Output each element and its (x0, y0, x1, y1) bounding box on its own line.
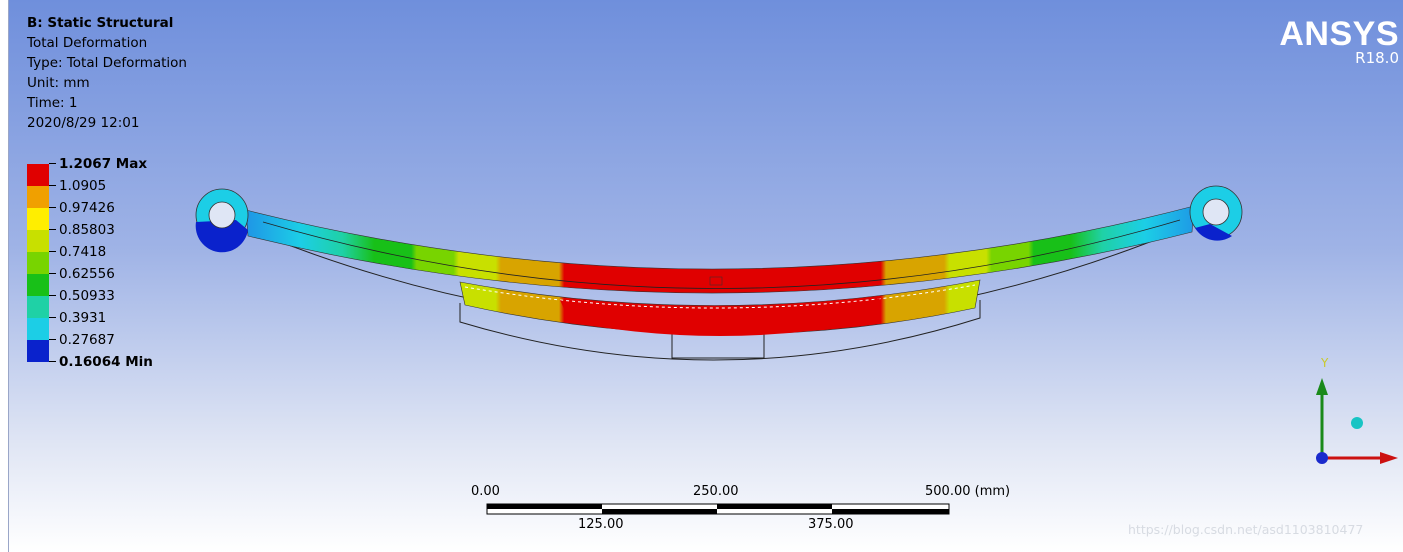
legend-value-label: 0.62556 (59, 266, 115, 282)
result-date: 2020/8/29 12:01 (27, 115, 140, 131)
legend-tick (49, 207, 56, 208)
legend-color-swatch (27, 208, 49, 230)
legend-color-swatch (27, 318, 49, 340)
scale-label-250: 250.00 (693, 484, 739, 499)
legend-tick (49, 273, 56, 274)
legend-value-label: 0.97426 (59, 200, 115, 216)
scale-label-375: 375.00 (808, 517, 854, 532)
ansys-logo: ANSYS R18.0 (1279, 15, 1399, 67)
result-time: Time: 1 (27, 95, 78, 111)
coordinate-triad (1316, 378, 1398, 464)
brand-version: R18.0 (1355, 49, 1399, 67)
legend-value-label: 0.7418 (59, 244, 107, 260)
legend-value-label: 0.3931 (59, 310, 107, 326)
legend-tick (49, 361, 56, 362)
legend-tick (49, 229, 56, 230)
viewport-left-border (0, 0, 9, 552)
legend-tick (49, 317, 56, 318)
result-type: Type: Total Deformation (27, 55, 187, 71)
scale-label-500: 500.00 (mm) (925, 484, 1011, 499)
legend-color-swatch (27, 296, 49, 318)
legend-tick (49, 185, 56, 186)
legend-color-swatch (27, 186, 49, 208)
triad-y-label: Y (1321, 356, 1329, 370)
legend-color-swatch (27, 230, 49, 252)
scale-label-125: 125.00 (578, 517, 624, 532)
legend-value-label: 0.85803 (59, 222, 115, 238)
legend-value-label: 1.0905 (59, 178, 107, 194)
legend-tick (49, 295, 56, 296)
legend-value-label: 0.50933 (59, 288, 115, 304)
legend-color-swatch (27, 274, 49, 296)
scale-bar (486, 503, 950, 515)
scale-label-0: 0.00 (471, 484, 500, 499)
legend-value-label: 1.2067 Max (59, 156, 148, 172)
legend-color-swatch (27, 340, 49, 362)
deformed-spring (195, 185, 1243, 336)
legend-tick (49, 251, 56, 252)
legend-color-swatch (27, 252, 49, 274)
legend-tick (49, 339, 56, 340)
result-info-block: B: Static Structural Total Deformation T… (27, 13, 187, 133)
result-unit: Unit: mm (27, 75, 90, 91)
watermark-text: https://blog.csdn.net/asd1103810477 (1128, 522, 1364, 537)
result-name: Total Deformation (27, 35, 148, 51)
analysis-title: B: Static Structural (27, 15, 174, 31)
legend-value-label: 0.27687 (59, 332, 115, 348)
brand-name: ANSYS (1279, 15, 1399, 53)
legend-color-swatch (27, 164, 49, 186)
legend-tick (49, 163, 56, 164)
legend-value-label: 0.16064 Min (59, 354, 153, 370)
